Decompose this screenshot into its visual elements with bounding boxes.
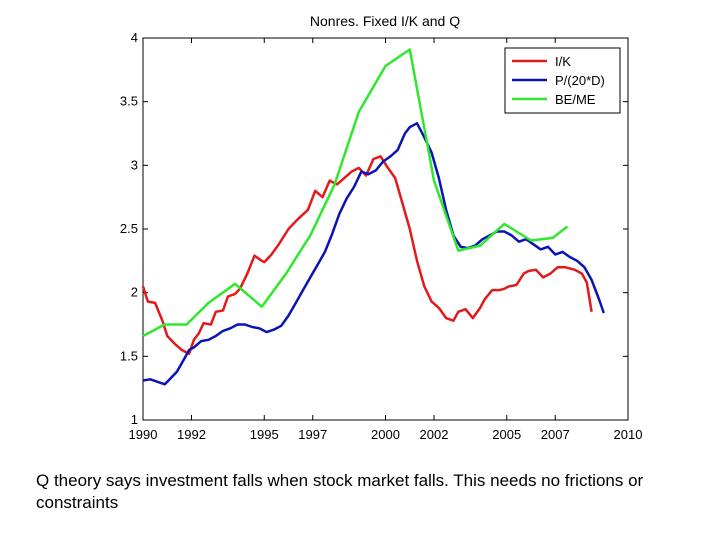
series-line-i-k <box>141 155 593 356</box>
x-axis: 1990 1992 1995 1997 2000 2002 2005 2007 2010 <box>129 38 643 442</box>
y-tick-label: 3 <box>131 157 138 172</box>
legend-label: BE/ME <box>555 92 596 107</box>
chart-title: Nonres. Fixed I/K and Q <box>310 13 460 29</box>
legend-label: I/K <box>555 54 571 69</box>
legend: I/K P/(20*D) BE/ME <box>504 47 621 114</box>
series-line-p-20-d- <box>142 122 605 386</box>
caption-text: Q theory says investment falls when stoc… <box>36 471 644 512</box>
legend-label: P/(20*D) <box>555 73 605 88</box>
x-tick-label: 2007 <box>541 427 570 442</box>
x-tick-label: 2010 <box>614 427 643 442</box>
x-tick-label: 1997 <box>298 427 327 442</box>
y-tick-label: 2.5 <box>120 221 138 236</box>
series-line-be-me <box>142 48 569 338</box>
x-tick-label: 2002 <box>420 427 449 442</box>
x-tick-label: 1992 <box>177 427 206 442</box>
x-tick-label: 2000 <box>371 427 400 442</box>
y-tick-label: 4 <box>131 30 138 45</box>
y-tick-label: 1 <box>131 412 138 427</box>
y-tick-label: 3.5 <box>120 94 138 109</box>
x-tick-label: 2005 <box>492 427 521 442</box>
line-chart: Nonres. Fixed I/K and Q 1990 1992 1995 1997… <box>120 13 643 442</box>
y-tick-label: 1.5 <box>120 348 138 363</box>
x-tick-label: 1995 <box>250 427 279 442</box>
x-tick-label: 1990 <box>129 427 158 442</box>
y-tick-label: 2 <box>131 285 138 300</box>
y-axis: 1 1.5 2 2.5 3 3.5 4 <box>120 30 628 427</box>
series-layer <box>141 48 605 386</box>
